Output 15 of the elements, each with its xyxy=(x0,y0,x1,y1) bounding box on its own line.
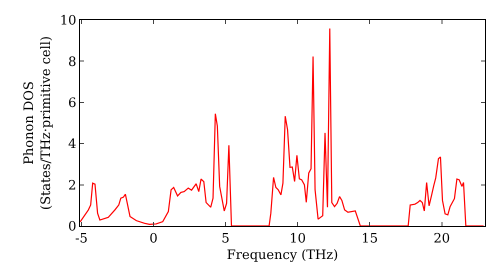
y-tick-label: 8 xyxy=(68,54,76,70)
x-tick-label: 15 xyxy=(361,232,378,247)
x-tick-label: 0 xyxy=(149,232,158,247)
y-tick-label: 2 xyxy=(68,178,76,194)
y-tick-label: 6 xyxy=(68,96,76,111)
x-tick-label: 10 xyxy=(289,232,306,247)
x-tick-label: 20 xyxy=(433,232,450,247)
x-tick-label: 5 xyxy=(221,232,230,247)
y-tick-label: 0 xyxy=(68,220,76,235)
y-tick-label: 10 xyxy=(60,14,76,29)
y-axis-title: Phonon DOS (States/THz·primitive cell) xyxy=(22,36,54,210)
y-tick-label: 4 xyxy=(68,137,76,152)
x-tick-label: -5 xyxy=(75,232,88,247)
x-axis-title: Frequency (THz) xyxy=(226,248,338,264)
line-series xyxy=(80,28,484,226)
